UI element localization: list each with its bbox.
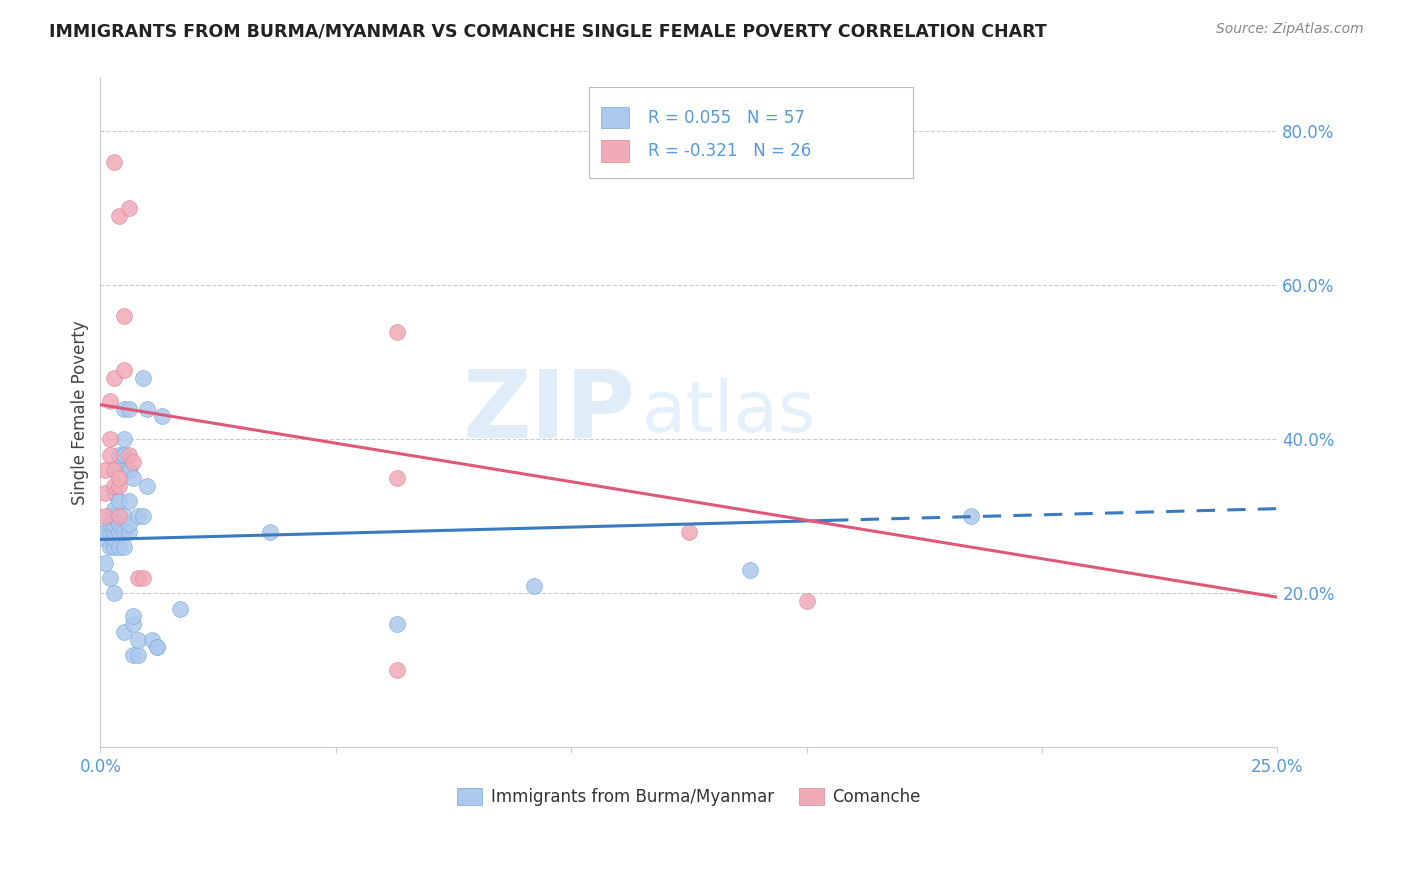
Point (112, 448, 135, 462)
Point (112, 509, 135, 524)
Point (103, 478, 125, 492)
Text: ZIP: ZIP (463, 367, 636, 458)
Point (112, 524, 135, 539)
Point (136, 401, 159, 416)
Text: atlas: atlas (641, 378, 815, 447)
Point (108, 540, 131, 554)
Point (103, 486, 125, 500)
Point (103, 501, 125, 516)
Point (169, 601, 191, 615)
Point (385, 325, 408, 339)
Point (117, 524, 139, 539)
Point (103, 370, 125, 384)
Point (98, 448, 121, 462)
Point (117, 494, 139, 508)
Point (259, 524, 281, 539)
Point (678, 524, 700, 539)
Point (103, 155, 125, 169)
Point (117, 463, 139, 477)
Point (146, 640, 169, 655)
Point (103, 463, 125, 477)
Point (108, 494, 131, 508)
Point (112, 540, 135, 554)
Point (103, 524, 125, 539)
Point (146, 640, 169, 655)
Point (98, 509, 121, 524)
Point (108, 471, 131, 485)
FancyBboxPatch shape (600, 140, 628, 161)
Text: IMMIGRANTS FROM BURMA/MYANMAR VS COMANCHE SINGLE FEMALE POVERTY CORRELATION CHAR: IMMIGRANTS FROM BURMA/MYANMAR VS COMANCH… (49, 22, 1047, 40)
Point (796, 594, 818, 608)
Point (94, 524, 117, 539)
Point (117, 448, 139, 462)
Point (103, 509, 125, 524)
Point (127, 509, 149, 524)
Point (132, 509, 155, 524)
Point (103, 516, 125, 531)
Point (98, 516, 121, 531)
Point (122, 617, 145, 632)
Text: R = -0.321   N = 26: R = -0.321 N = 26 (648, 142, 811, 161)
Point (94, 533, 117, 547)
Point (117, 401, 139, 416)
Point (112, 363, 135, 377)
FancyBboxPatch shape (600, 107, 628, 128)
Point (122, 455, 145, 469)
Point (117, 516, 139, 531)
Point (136, 478, 159, 492)
Point (132, 571, 155, 585)
Point (94, 486, 117, 500)
Point (385, 471, 408, 485)
Point (98, 524, 121, 539)
Point (108, 448, 131, 462)
Point (117, 463, 139, 477)
Point (108, 478, 131, 492)
Point (94, 509, 117, 524)
Point (108, 524, 131, 539)
Point (112, 448, 135, 462)
Point (94, 556, 117, 570)
Point (112, 309, 135, 323)
Point (103, 540, 125, 554)
Point (127, 571, 149, 585)
Point (122, 609, 145, 624)
Point (98, 393, 121, 408)
Point (112, 401, 135, 416)
Point (127, 648, 149, 662)
Point (108, 209, 131, 223)
Point (98, 540, 121, 554)
Point (738, 563, 761, 577)
Point (112, 433, 135, 447)
Point (112, 624, 135, 639)
Point (108, 509, 131, 524)
Point (94, 463, 117, 477)
Point (127, 632, 149, 647)
Point (108, 455, 131, 469)
FancyBboxPatch shape (589, 87, 912, 178)
Point (98, 571, 121, 585)
Point (98, 433, 121, 447)
Point (960, 509, 983, 524)
Point (122, 648, 145, 662)
Point (103, 586, 125, 600)
Text: Source: ZipAtlas.com: Source: ZipAtlas.com (1216, 22, 1364, 37)
Text: R = 0.055   N = 57: R = 0.055 N = 57 (648, 109, 804, 127)
Legend: Immigrants from Burma/Myanmar, Comanche: Immigrants from Burma/Myanmar, Comanche (451, 781, 927, 813)
Y-axis label: Single Female Poverty: Single Female Poverty (72, 320, 89, 505)
Point (117, 202, 139, 216)
Point (122, 471, 145, 485)
Point (385, 664, 408, 678)
Point (108, 516, 131, 531)
Point (385, 617, 408, 632)
Point (141, 632, 163, 647)
Point (150, 409, 173, 424)
Point (132, 370, 155, 384)
Point (522, 579, 544, 593)
Point (103, 533, 125, 547)
